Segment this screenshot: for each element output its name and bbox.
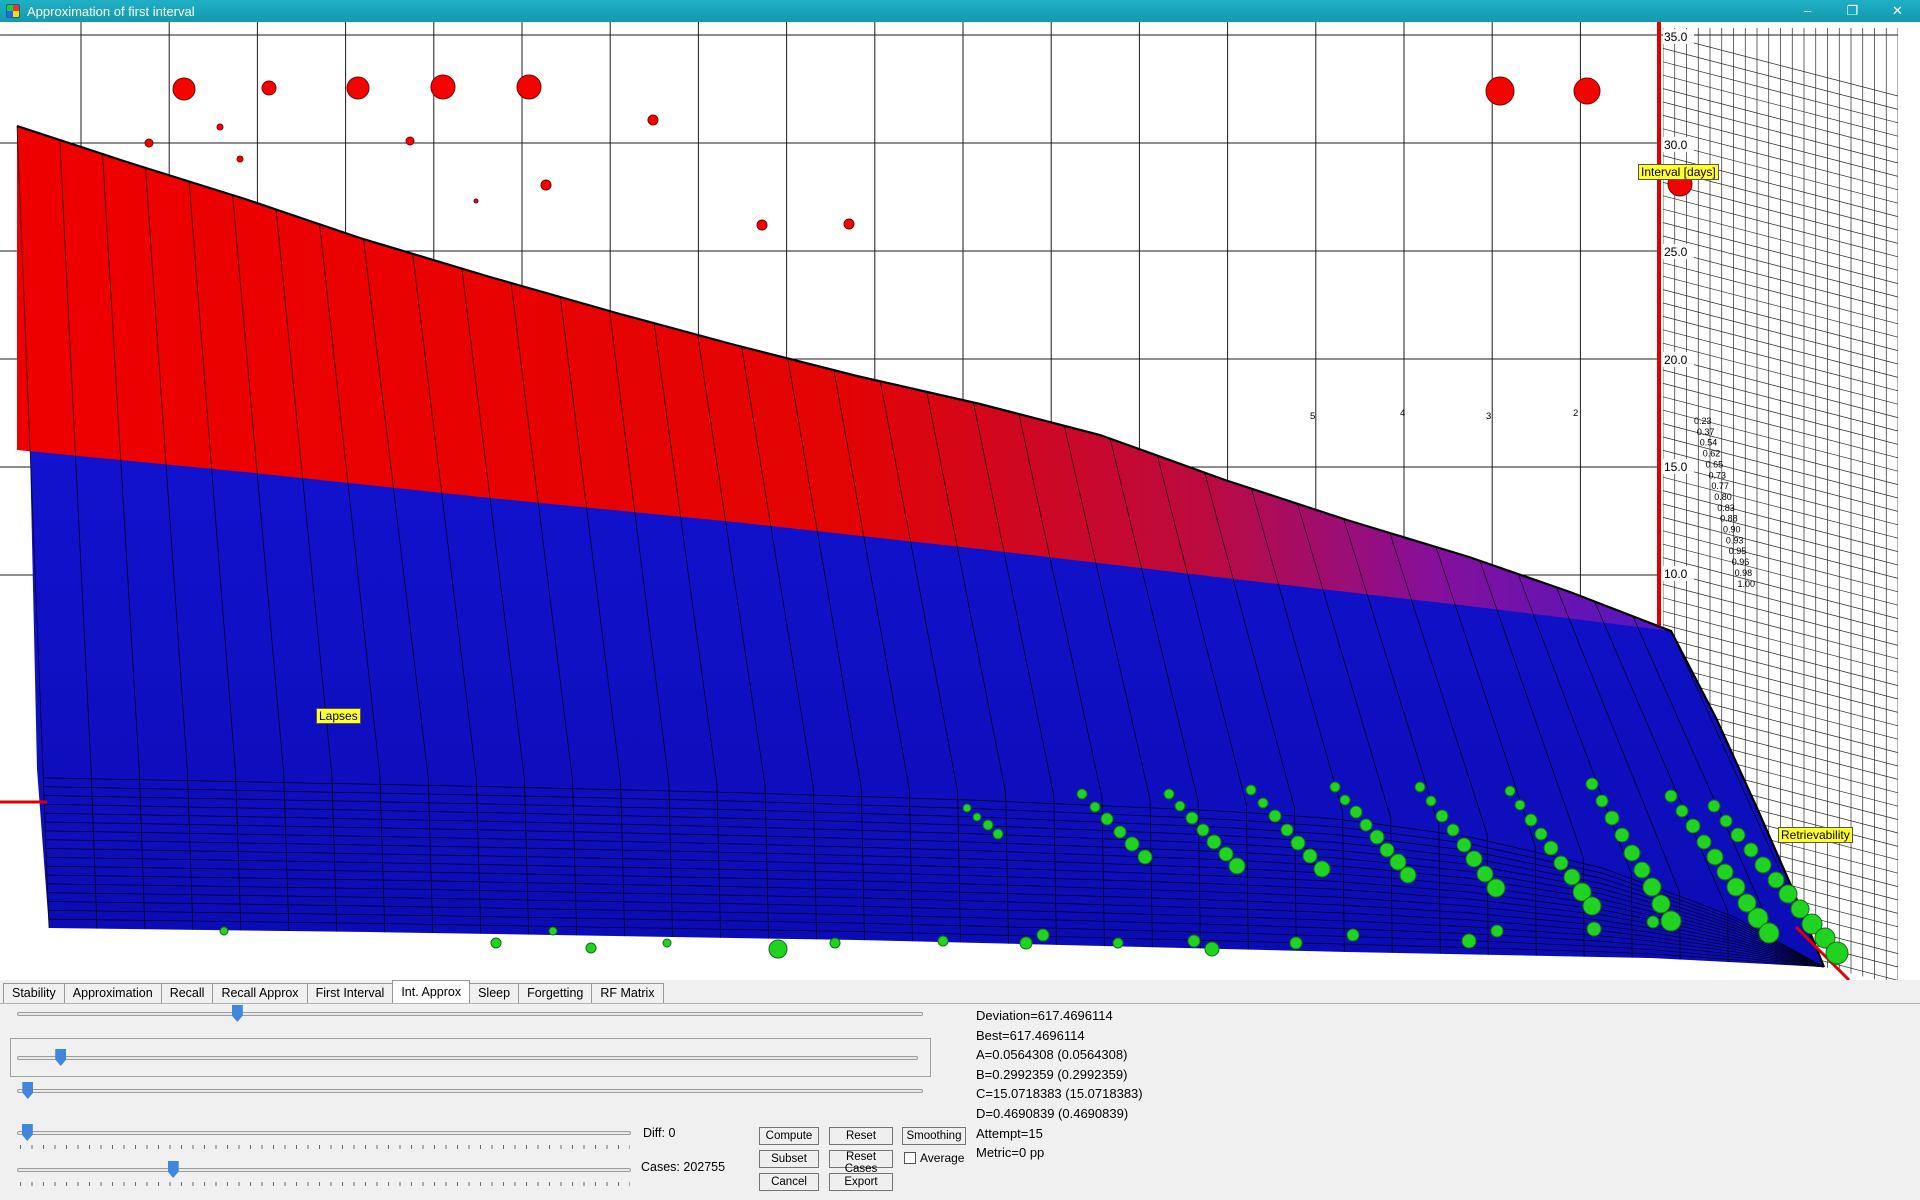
stat-line: Best=617.4696114 [976,1027,1085,1043]
stat-line: B=0.2992359 (0.2992359) [976,1066,1128,1082]
stat-line: Attempt=15 [976,1125,1043,1141]
tab-bar: Stability Approximation Recall Recall Appro… [0,980,1920,1004]
subset-button[interactable]: Subset [759,1150,819,1168]
slider-5-track[interactable] [17,1168,631,1172]
window-title: Approximation of first interval [27,3,195,19]
cases-label: Cases: 202755 [641,1160,726,1174]
stat-line: Deviation=617.4696114 [976,1008,1113,1023]
interval-tick-label: 15.0 [1664,460,1688,474]
tab-forgetting[interactable]: Forgetting [518,983,593,1003]
retrievability-tick-label: 0.65 [1706,459,1724,469]
retrievability-tick-label: 0.83 [1717,503,1735,513]
tab-int-approx[interactable]: Int. Approx [392,980,471,1003]
export-button[interactable]: Export [829,1173,893,1191]
lapses-tick-label: 5 [1310,411,1315,422]
slider-2-track[interactable] [17,1056,918,1060]
compute-button[interactable]: Compute [759,1127,819,1145]
restore-button[interactable]: ❐ [1846,3,1859,18]
axis-corner-segment [1794,925,1851,980]
stats-block: Deviation=617.4696114 Best=617.4696114 A=0… [976,1006,1143,1163]
slider-4-ticks [20,1145,630,1149]
retrievability-tick-label: 0.98 [1735,568,1753,578]
slider-4[interactable] [17,1124,631,1141]
tab-first-interval[interactable]: First Interval [306,983,394,1003]
retrievability-tick-label: 0.73 [1709,470,1727,480]
slider-5-ticks [20,1182,630,1186]
green-scatter-points [219,777,1849,965]
slider-3[interactable] [17,1082,923,1099]
tab-recall[interactable]: Recall [160,983,214,1003]
tab-stability[interactable]: Stability [3,983,65,1003]
reset-button[interactable]: Reset [829,1127,893,1145]
surface-mesh [16,125,1825,968]
retrievability-tick-label: 0.62 [1703,449,1721,459]
interval-tick-label: 10.0 [1664,567,1688,581]
retrievability-tick-label: 0.90 [1723,525,1741,535]
slider-2-thumb[interactable] [55,1049,67,1066]
stat-line: C=15.0718383 (15.0718383) [976,1086,1143,1102]
slider-3-thumb[interactable] [22,1082,34,1099]
retrievability-tick-label: 0.80 [1714,492,1732,502]
diff-label: Diff: 0 [643,1126,676,1140]
slider-5-thumb[interactable] [167,1161,179,1178]
retrievability-tick-label: 0.37 [1697,427,1715,437]
slider-1-track[interactable] [17,1012,923,1016]
stat-line: Metric=0 pp [976,1145,1045,1161]
slider-4-thumb[interactable] [21,1124,33,1141]
average-checkbox-group: Average [904,1151,964,1165]
tab-approximation[interactable]: Approximation [63,983,162,1003]
red-scatter-points [144,74,1693,231]
retrievability-tick-label: 1.00 [1738,579,1756,589]
interval-tick-label: 30.0 [1664,138,1688,152]
app-icon [6,4,20,18]
retrievability-tick-label: 0.54 [1700,438,1718,448]
smoothing-button[interactable]: Smoothing [902,1127,966,1145]
tab-rf-matrix[interactable]: RF Matrix [591,983,664,1003]
slider-3-track[interactable] [17,1089,923,1093]
interval-tick-label: 35.0 [1664,30,1688,44]
stat-line: D=0.4690839 (0.4690839) [976,1105,1129,1121]
tab-recall-approx[interactable]: Recall Approx [212,983,308,1003]
average-label: Average [920,1151,965,1165]
3d-surface-plot: 35.0 30.0 25.0 20.0 15.0 10.0 0.230.370.540.62… [0,22,1898,980]
interval-axis-label: Interval [days] [1638,164,1719,180]
slider-5[interactable] [17,1161,631,1178]
surface-silhouette [16,124,1826,968]
stat-line: A=0.0564308 (0.0564308) [976,1047,1128,1063]
retrievability-tick-label: 0.96 [1732,557,1750,567]
slider-1[interactable] [17,1005,923,1022]
lapses-tick-label: 3 [1486,411,1491,422]
retrievability-tick-label: 0.23 [1694,416,1712,426]
slider-1-thumb[interactable] [231,1005,243,1022]
reset-cases-button[interactable]: Reset Cases [829,1150,893,1175]
interval-tick-label: 20.0 [1664,353,1688,367]
retrievability-axis-label: Retrievability [1778,827,1853,843]
retrievability-tick-label: 0.88 [1720,514,1738,524]
tab-sleep[interactable]: Sleep [469,983,520,1003]
retrievability-tick-label: 0.93 [1726,535,1744,545]
interval-tick-label: 25.0 [1664,245,1688,259]
retrievability-tick-label: 0.95 [1729,546,1747,556]
average-checkbox[interactable] [904,1152,916,1164]
lapses-tick-label: 2 [1573,408,1578,419]
cancel-button[interactable]: Cancel [759,1173,819,1191]
close-button[interactable]: ✕ [1892,3,1903,18]
lapses-axis-label: Lapses [316,708,361,724]
minimize-button[interactable]: – [1803,3,1812,18]
slider-4-track[interactable] [17,1131,631,1135]
slider-2[interactable] [17,1049,918,1066]
titlebar: Approximation of first interval – ❐ ✕ [0,0,1920,22]
lapses-tick-label: 4 [1400,408,1405,419]
retrievability-tick-label: 0.77 [1711,481,1729,491]
surface-top-band [17,126,1671,631]
chart-area: 35.0 30.0 25.0 20.0 15.0 10.0 0.23 0.37 0.54 0.62… [0,22,1920,980]
